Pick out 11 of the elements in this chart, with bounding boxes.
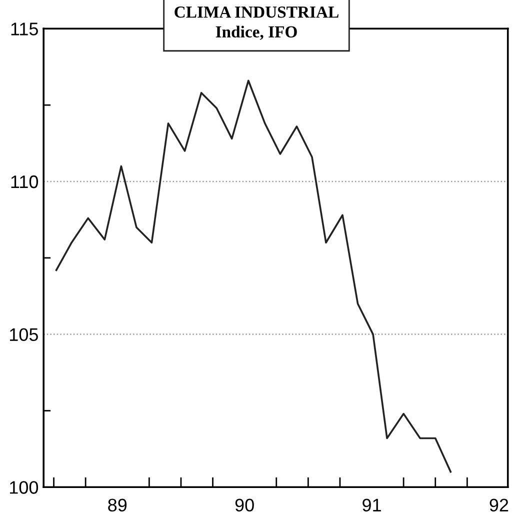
chart-subtitle: Indice, IFO bbox=[216, 26, 297, 40]
line-series bbox=[55, 80, 452, 473]
y-tick-label: 100 bbox=[10, 481, 38, 494]
x-tick-label: 91 bbox=[362, 498, 381, 512]
y-tick-label: 110 bbox=[11, 175, 38, 188]
x-tick-label: 92 bbox=[490, 498, 508, 512]
chart-title: CLIMA INDUSTRIAL bbox=[174, 6, 338, 18]
x-tick-label: 90 bbox=[235, 498, 254, 512]
x-tick-label: 89 bbox=[108, 498, 127, 512]
y-tick-label: 105 bbox=[10, 328, 38, 342]
y-tick-label: 115 bbox=[11, 22, 38, 36]
